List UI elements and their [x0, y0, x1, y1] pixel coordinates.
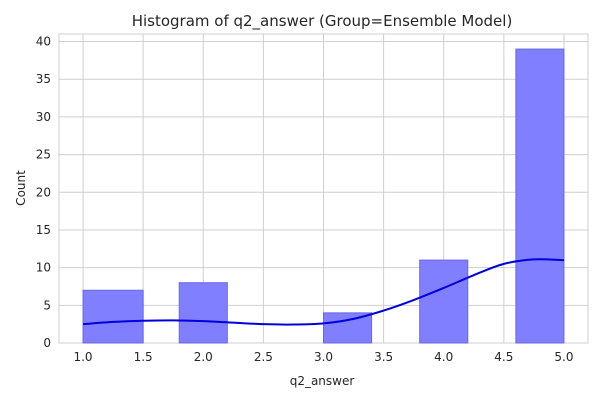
y-tick-label: 30	[36, 110, 51, 124]
y-tick-label: 5	[43, 298, 51, 312]
histogram-bar	[515, 48, 565, 344]
y-tick-label: 10	[36, 261, 51, 275]
histogram-bar	[419, 259, 469, 344]
x-tick-labels: 1.0 1.5 2.0 2.5 3.0 3.5 4.0 4.5 5.0	[73, 350, 573, 364]
y-tick-label: 0	[43, 336, 51, 350]
y-tick-label: 25	[36, 148, 51, 162]
x-tick-label: 2.5	[254, 350, 273, 364]
histogram-bar	[178, 282, 228, 344]
x-tick-label: 3.5	[374, 350, 393, 364]
histogram-bars	[82, 48, 565, 344]
x-tick-label: 2.0	[194, 350, 213, 364]
histogram-bar	[323, 312, 373, 344]
x-axis-label: q2_answer	[290, 374, 355, 388]
kde-curve	[82, 258, 564, 326]
y-tick-label: 15	[36, 223, 51, 237]
x-tick-label: 4.0	[434, 350, 453, 364]
y-tick-label: 40	[36, 35, 51, 49]
y-tick-labels: 0 5 10 15 20 25 30 35 40	[36, 35, 51, 350]
y-tick-label: 35	[36, 72, 51, 86]
x-tick-label: 4.5	[494, 350, 513, 364]
x-tick-label: 1.0	[73, 350, 92, 364]
y-tick-label: 20	[36, 185, 51, 199]
x-tick-label: 3.0	[314, 350, 333, 364]
x-tick-label: 5.0	[554, 350, 573, 364]
y-axis-label: Count	[14, 170, 28, 206]
x-tick-label: 1.5	[134, 350, 153, 364]
chart-title: Histogram of q2_answer (Group=Ensemble M…	[132, 12, 513, 31]
kde-curve-group	[82, 258, 564, 326]
histogram-bar	[82, 289, 144, 344]
